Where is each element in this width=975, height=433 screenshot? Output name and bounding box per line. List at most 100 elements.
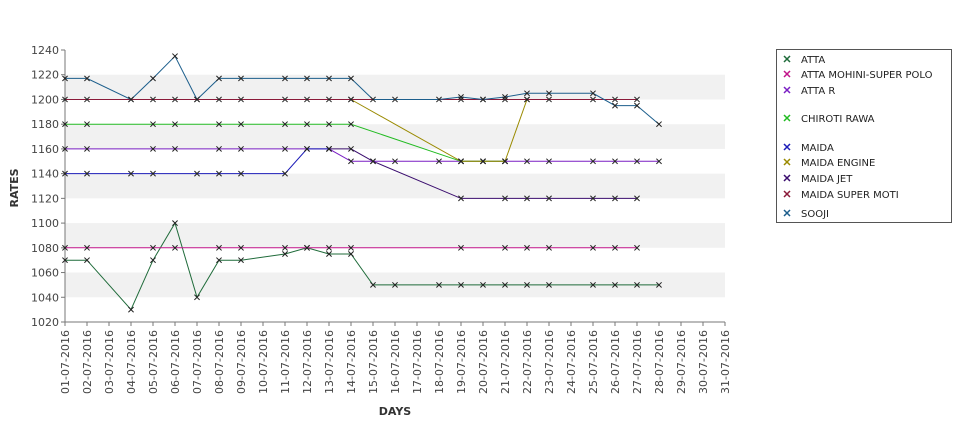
data-point-marker	[282, 145, 288, 152]
data-point-marker	[216, 96, 222, 103]
data-point-marker	[502, 96, 508, 103]
data-point-marker	[590, 90, 596, 97]
series-line	[65, 221, 659, 311]
data-point-marker	[590, 195, 596, 202]
data-point-marker	[150, 244, 156, 251]
y-tick-label: 1040	[31, 291, 59, 304]
data-point-marker	[480, 96, 486, 103]
y-axis-label: RATES	[8, 168, 21, 207]
data-point-marker	[238, 257, 244, 264]
data-point-marker	[458, 281, 464, 288]
data-point-marker	[370, 281, 376, 288]
data-point-marker	[546, 96, 552, 103]
data-point-marker	[326, 145, 332, 152]
data-point-marker	[150, 145, 156, 152]
data-point-marker	[590, 158, 596, 165]
x-tick-label: 29-07-2016	[675, 330, 688, 394]
data-point-marker	[238, 96, 244, 103]
legend-entry: ATTA MOHINI-SUPER POLO	[783, 70, 933, 81]
data-point-marker	[216, 75, 222, 82]
data-point-marker	[128, 306, 134, 313]
series-line	[65, 148, 659, 162]
data-point-marker	[326, 121, 332, 128]
grid-band	[65, 124, 725, 149]
data-point-marker	[612, 281, 618, 288]
legend-entry: MAIDA	[783, 143, 834, 154]
data-point-marker	[348, 145, 354, 152]
data-point-marker	[172, 244, 178, 251]
x-tick-label: 26-07-2016	[609, 330, 622, 394]
x-tick-label: 28-07-2016	[653, 330, 666, 394]
x-axis-ticks: 01-07-2016 02-07-2016 03-07-2016 04-07-2016…	[59, 322, 732, 394]
x-tick-label: 30-07-2016	[697, 330, 710, 394]
data-point-marker	[62, 257, 68, 264]
data-point-marker	[194, 294, 200, 301]
data-point-marker	[238, 145, 244, 152]
data-point-marker	[216, 244, 222, 251]
data-point-marker	[62, 170, 68, 177]
data-point-marker	[370, 158, 376, 165]
data-point-marker	[370, 96, 376, 103]
data-point-marker	[150, 121, 156, 128]
grid-band	[65, 74, 725, 100]
data-point-marker	[216, 121, 222, 128]
data-point-marker	[348, 96, 354, 103]
legend-entries: ATTA ATTA MOHINI-SUPER POLO ATTA R CHIROTI …	[783, 55, 933, 220]
data-point-marker	[348, 75, 354, 82]
data-point-marker	[634, 158, 640, 165]
data-point-marker	[304, 145, 310, 152]
data-point-marker	[194, 96, 200, 103]
data-point-marker	[546, 158, 552, 165]
data-point-marker	[62, 244, 68, 251]
data-point-marker	[238, 170, 244, 177]
data-point-marker	[84, 96, 90, 103]
data-point-marker	[458, 244, 464, 251]
data-point-marker	[128, 170, 134, 177]
data-point-marker	[392, 158, 398, 165]
legend-entry: MAIDA SUPER MOTI	[783, 190, 899, 201]
legend-entry: ATTA R	[783, 86, 835, 97]
data-point-marker	[194, 170, 200, 177]
x-tick-label: 10-07-2016	[257, 330, 270, 394]
data-point-marker	[172, 96, 178, 103]
data-point-marker	[150, 96, 156, 103]
data-point-marker	[84, 257, 90, 264]
data-point-marker	[458, 94, 464, 100]
data-point-marker	[84, 75, 90, 82]
data-point-marker	[634, 102, 640, 109]
y-tick-label: 1100	[31, 217, 59, 230]
data-point-marker	[326, 244, 332, 251]
data-point-marker	[282, 170, 288, 177]
data-point-marker	[590, 244, 596, 251]
data-point-marker	[524, 195, 530, 202]
x-tick-label: 04-07-2016	[125, 330, 138, 394]
data-point-marker	[348, 244, 354, 251]
data-point-marker	[524, 158, 530, 165]
data-point-marker	[172, 220, 178, 227]
y-tick-label: 1080	[31, 242, 59, 255]
x-tick-label: 22-07-2016	[521, 330, 534, 394]
data-point-marker	[326, 251, 332, 257]
legend-label: SOOJI	[801, 209, 829, 220]
x-tick-label: 27-07-2016	[631, 330, 644, 394]
data-point-marker	[282, 244, 288, 251]
x-tick-label: 07-07-2016	[191, 330, 204, 394]
data-point-marker	[634, 244, 640, 251]
x-tick-label: 03-07-2016	[103, 330, 116, 394]
data-point-marker	[172, 121, 178, 128]
y-tick-label: 1220	[31, 69, 59, 82]
data-point-marker	[216, 170, 222, 177]
data-point-marker	[502, 244, 508, 251]
legend-label: ATTA MOHINI-SUPER POLO	[801, 70, 933, 81]
x-tick-label: 31-07-2016	[719, 330, 732, 394]
x-tick-label: 25-07-2016	[587, 330, 600, 394]
data-point-marker	[590, 281, 596, 288]
x-tick-label: 08-07-2016	[213, 330, 226, 394]
data-point-marker	[304, 244, 310, 251]
y-tick-label: 1200	[31, 93, 59, 106]
data-point-marker	[656, 121, 662, 128]
data-point-marker	[480, 158, 486, 165]
data-point-marker	[238, 121, 244, 128]
data-point-marker	[524, 96, 530, 103]
